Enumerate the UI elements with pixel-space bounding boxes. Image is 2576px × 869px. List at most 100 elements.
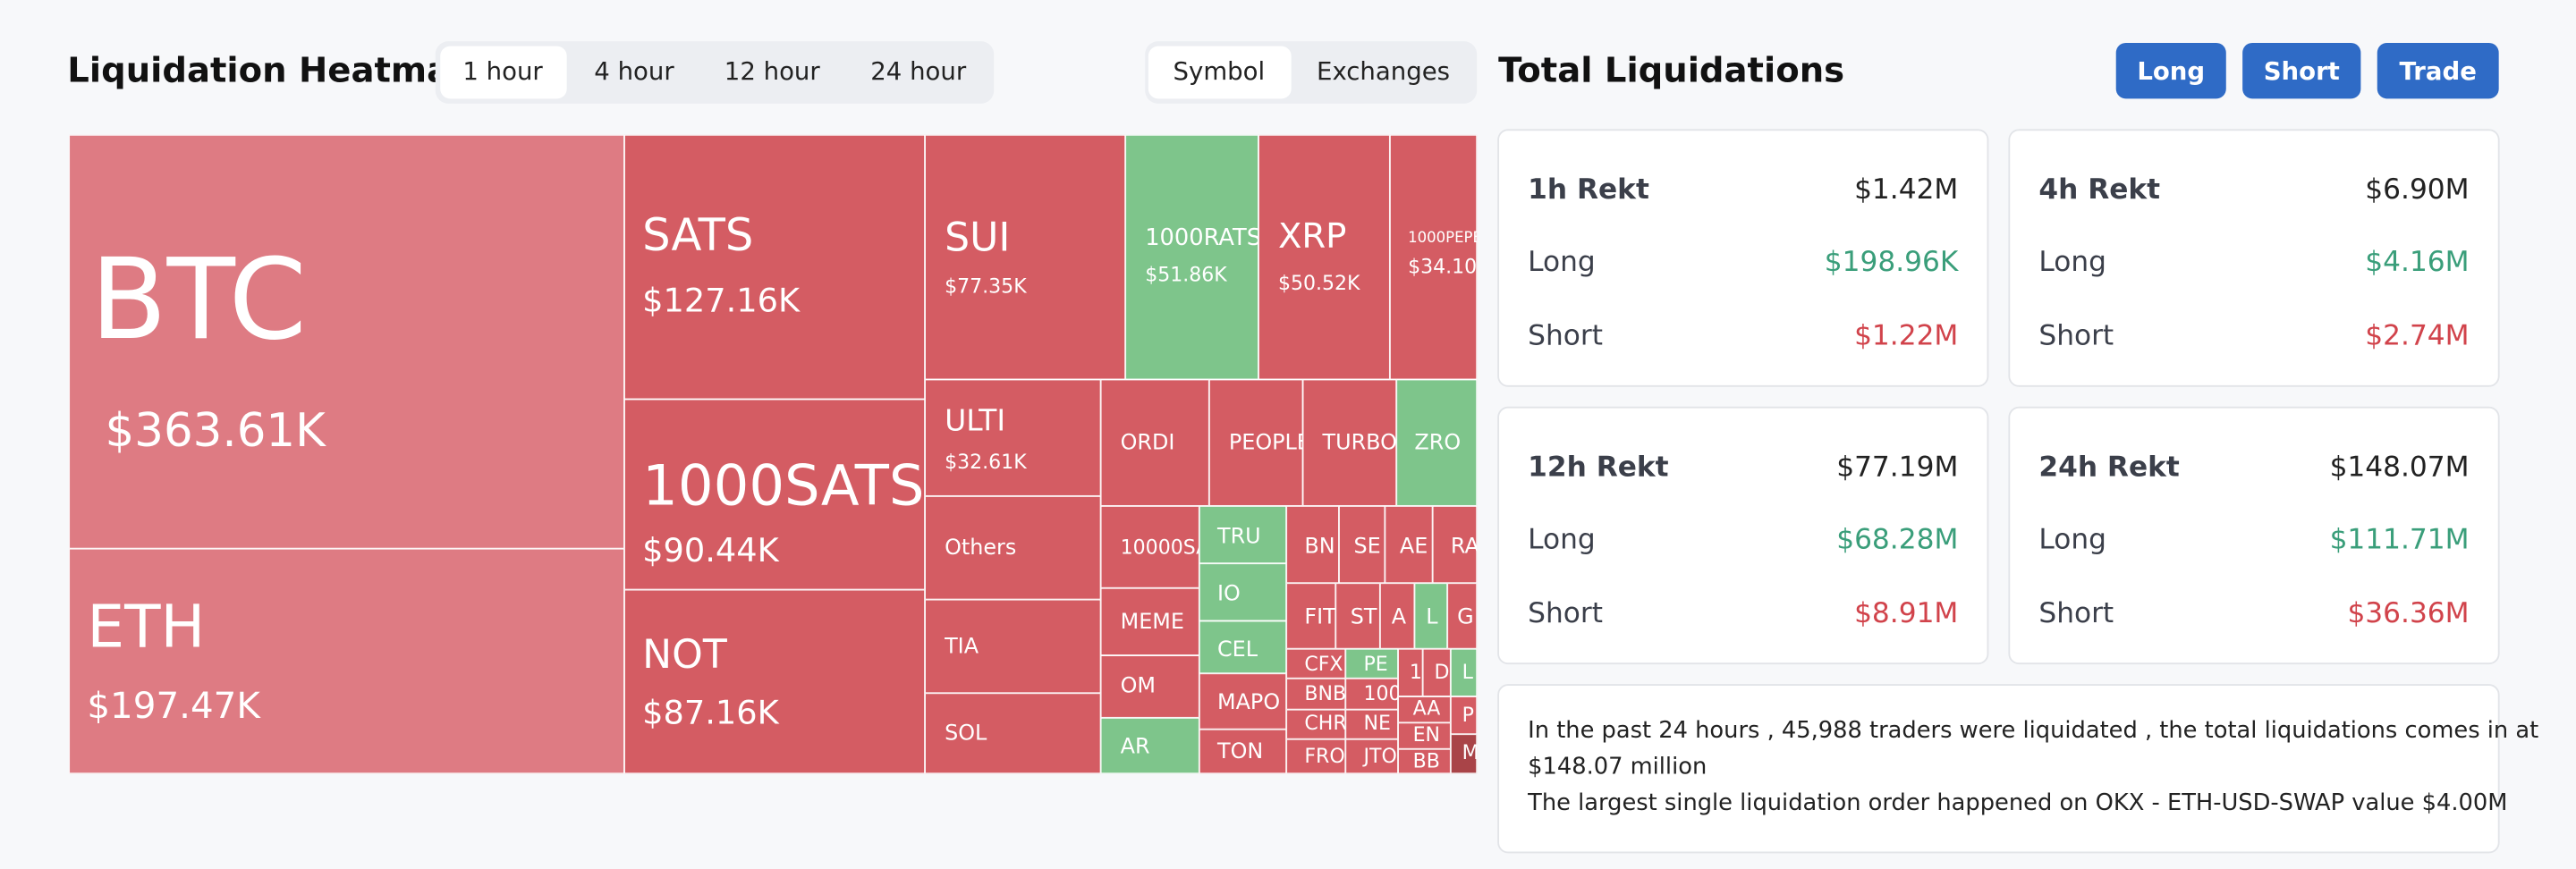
tile-label: 1000RATS (1145, 224, 1261, 251)
tile-label: OM (1121, 672, 1156, 697)
tile[interactable]: NOT $87.16K (623, 589, 926, 774)
tile-label: BN (1304, 533, 1335, 558)
tile[interactable]: AE (1385, 505, 1433, 584)
tile[interactable]: 1000SATS $90.44K (623, 399, 926, 590)
tile[interactable]: ETH $197.47K (69, 548, 624, 774)
tile[interactable]: TON (1199, 729, 1287, 774)
card (2008, 129, 2500, 387)
tile[interactable]: SATS $127.16K (623, 134, 926, 400)
tile[interactable]: ZRO (1396, 379, 1478, 506)
tile[interactable]: TRU (1199, 505, 1287, 564)
tile-label: FRO (1304, 746, 1344, 768)
button-label[interactable]: Trade (2400, 57, 2477, 86)
tile-label: EN (1413, 724, 1440, 747)
range-tab[interactable]: 12 hour (724, 57, 821, 86)
tile-label: TURBO (1322, 430, 1397, 455)
range-tab[interactable]: 24 hour (870, 57, 967, 86)
tile[interactable]: SOL (925, 693, 1101, 774)
tile[interactable]: FIT (1286, 583, 1336, 649)
tile-label: BTC (90, 235, 307, 365)
heatmap-title: Liquidation Heatmap (67, 50, 474, 90)
tile[interactable]: CHR (1286, 709, 1346, 739)
range-tab[interactable]: 4 hour (594, 57, 674, 86)
button[interactable] (2115, 42, 2226, 99)
tile[interactable]: 1000RATS $51.86K (1125, 134, 1261, 380)
tile[interactable]: RA (1432, 505, 1480, 584)
tile[interactable]: ST (1335, 583, 1380, 649)
tile[interactable]: IO (1199, 563, 1287, 621)
range-tab[interactable]: 1 hour (462, 57, 543, 86)
tile[interactable]: XRP $50.52K (1258, 134, 1390, 380)
tile-bg (1450, 696, 1478, 735)
tile-label: AA (1413, 698, 1441, 721)
tile[interactable]: SUI $77.35K (925, 134, 1126, 380)
tile[interactable]: Others (925, 495, 1101, 600)
tile[interactable]: TURBO (1302, 379, 1397, 506)
tile-label: NE (1363, 713, 1390, 735)
tile-bg (1422, 648, 1451, 696)
tile[interactable]: 10000SATS (1100, 505, 1233, 588)
tile-label: MEME (1121, 609, 1184, 634)
tile[interactable]: CEL (1199, 620, 1287, 674)
tile[interactable]: PEOPLE (1208, 379, 1310, 506)
button-label[interactable]: Short (2264, 57, 2340, 86)
tile[interactable]: BB (1398, 748, 1451, 774)
tile-bg (1100, 379, 1209, 506)
tile[interactable]: G (1447, 583, 1478, 649)
tile[interactable]: 1000PEPE $34.10K (1389, 134, 1490, 380)
tile[interactable]: BN (1286, 505, 1339, 584)
tile-bg (623, 589, 926, 774)
tile-label: Others (945, 535, 1016, 560)
tile[interactable]: ULTI $32.61K (925, 379, 1101, 496)
tile[interactable]: AR (1100, 717, 1199, 774)
row-label: Long (2038, 246, 2106, 278)
tile[interactable]: CFX (1286, 648, 1346, 679)
row-value: $198.96K (1825, 246, 1960, 278)
tile-bg (1199, 563, 1287, 621)
tile-bg (1286, 709, 1346, 739)
tile[interactable]: MEME (1100, 587, 1199, 656)
tile[interactable]: A (1379, 583, 1415, 649)
row-label: Long (2038, 523, 2106, 555)
range-tabs (435, 41, 995, 104)
tile[interactable]: AA (1398, 696, 1451, 723)
tile-label: AR (1121, 733, 1150, 758)
tile[interactable]: L (1450, 648, 1478, 696)
tile[interactable]: NE (1345, 709, 1399, 739)
button[interactable] (2377, 42, 2499, 99)
tile[interactable]: SE (1338, 505, 1385, 584)
tile[interactable]: D (1422, 648, 1451, 696)
view-tab[interactable]: Exchanges (1317, 57, 1450, 86)
tile[interactable]: P (1450, 696, 1478, 735)
tile-label: 1 (1410, 662, 1422, 684)
tile[interactable]: BTC $363.61K (69, 134, 624, 549)
row-value: $2.74M (2365, 320, 2469, 352)
tile[interactable]: PE (1345, 648, 1399, 679)
tile[interactable]: FRO (1286, 738, 1346, 774)
summary-line: In the past 24 hours , 45,988 traders we… (1528, 717, 2538, 744)
tile[interactable]: TIA (925, 599, 1101, 694)
tile[interactable]: BNB (1286, 678, 1346, 710)
tile[interactable]: 100 (1345, 678, 1401, 710)
tile[interactable]: 1 (1398, 648, 1423, 696)
view-tab[interactable]: Symbol (1174, 57, 1266, 86)
summary-line: $148.07 million (1528, 753, 1707, 780)
tile-value: $127.16K (642, 282, 801, 320)
tile[interactable]: MAPO (1199, 673, 1287, 730)
tile[interactable]: L (1414, 583, 1448, 649)
button[interactable] (2242, 42, 2361, 99)
tile[interactable]: EN (1398, 722, 1451, 749)
tile-label: JTO (1361, 746, 1396, 768)
tile-label: ULTI (945, 403, 1005, 438)
tile[interactable]: JTO (1345, 738, 1399, 774)
tile[interactable]: OM (1100, 655, 1199, 718)
tile-label: ORDI (1121, 430, 1175, 455)
button-label[interactable]: Long (2137, 57, 2205, 86)
tile[interactable]: M (1450, 734, 1479, 774)
tile[interactable]: ORDI (1100, 379, 1209, 506)
tile-label: TRU (1216, 523, 1261, 548)
tile-bg (925, 495, 1101, 600)
tile-label: PEOPLE (1229, 430, 1310, 455)
tile-bg (1100, 717, 1199, 774)
